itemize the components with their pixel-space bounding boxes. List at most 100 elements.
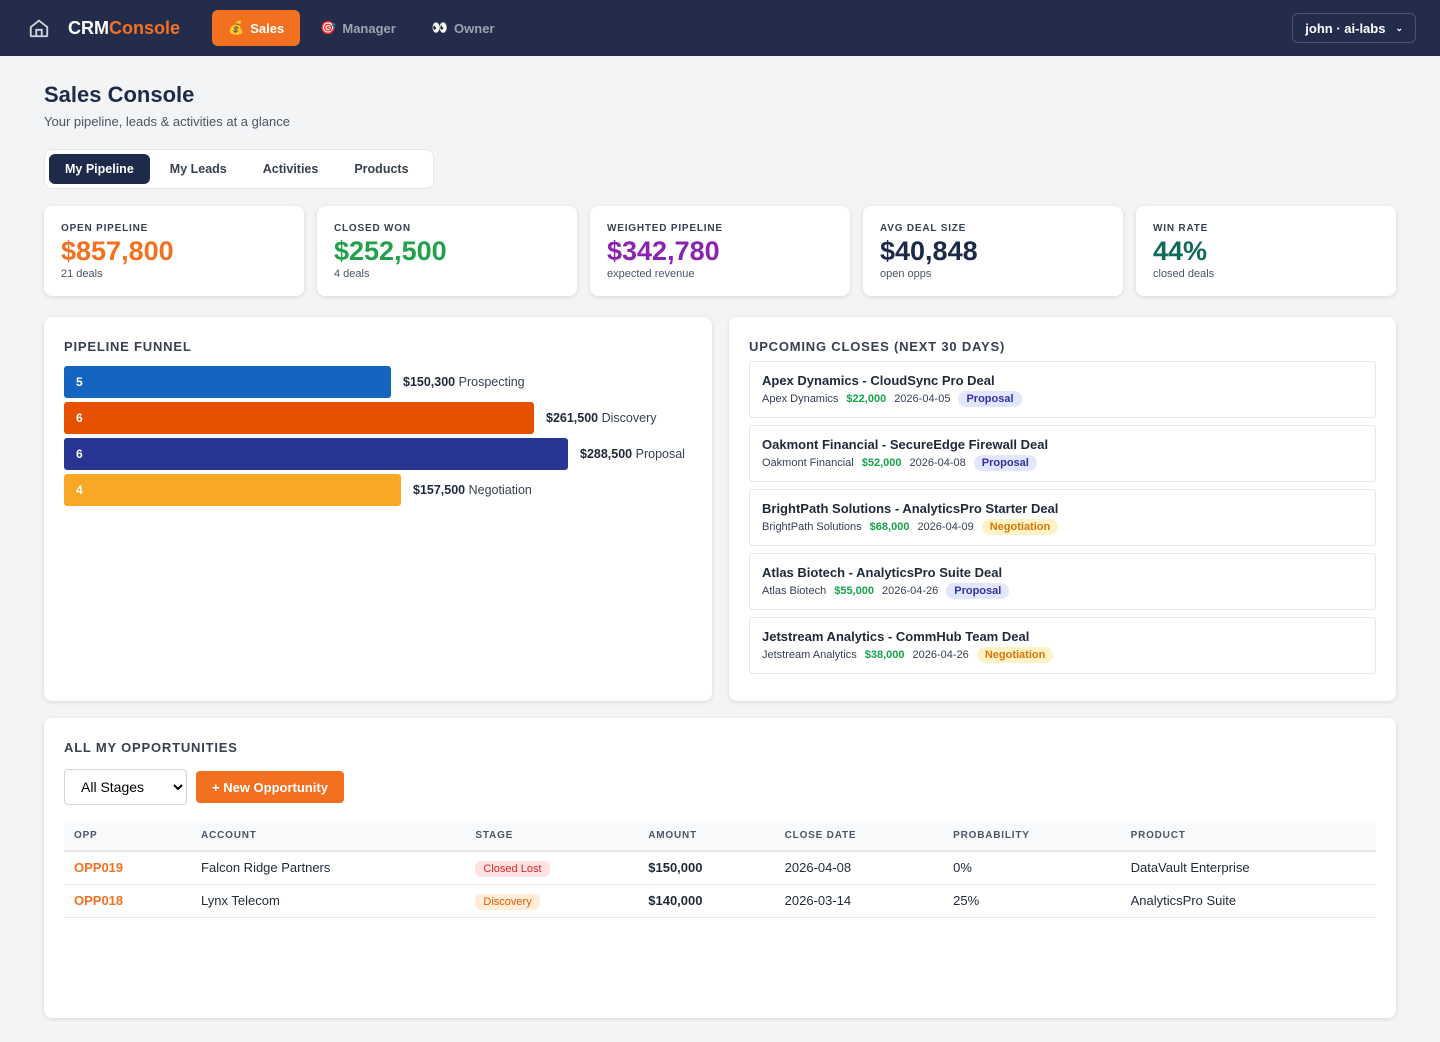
nav-sales[interactable]: 💰 Sales (212, 10, 301, 46)
stage-badge: Discovery (475, 894, 540, 910)
deal-amount: $22,000 (846, 393, 887, 405)
deal-date: 2026-04-26 (912, 649, 969, 661)
column-header[interactable]: ACCOUNT (191, 821, 466, 852)
close-date-cell: 2026-03-14 (774, 884, 944, 918)
column-header[interactable]: AMOUNT (638, 821, 775, 852)
home-icon[interactable] (28, 17, 50, 39)
deal-account: BrightPath Solutions (762, 521, 862, 533)
kpi-value: $252,500 (334, 236, 447, 266)
column-header[interactable]: STAGE (465, 821, 639, 852)
kpi-row: OPEN PIPELINE $857,800 21 deals CLOSED WON $… (44, 206, 1396, 296)
deal-item[interactable]: Oakmont Financial - SecureEdge Firewall … (749, 425, 1376, 482)
deal-date: 2026-04-05 (894, 393, 951, 405)
tab-activities[interactable]: Activities (262, 162, 319, 176)
page-subtitle: Your pipeline, leads & activities at a g… (44, 114, 290, 129)
deal-item[interactable]: Jetstream Analytics - CommHub Team Deal J… (749, 617, 1376, 674)
stage-badge: Negotiation (981, 519, 1059, 535)
stage-badge: Proposal (958, 391, 1022, 407)
funnel-amount: $261,500 (546, 411, 599, 425)
kpi-value: $342,780 (607, 236, 720, 266)
chevron-down-icon: ⌄ (1395, 22, 1403, 33)
nav-owner[interactable]: 👀 Owner (431, 20, 495, 36)
nav-manager[interactable]: 🎯 Manager (320, 20, 396, 36)
upcoming-closes-panel: UPCOMING CLOSES (NEXT 30 DAYS) Apex Dyna… (729, 317, 1396, 701)
deal-item[interactable]: BrightPath Solutions - AnalyticsPro Star… (749, 489, 1376, 546)
kpi-value: 44% (1153, 236, 1208, 266)
deal-account: Apex Dynamics (762, 393, 839, 405)
deal-date: 2026-04-09 (917, 521, 974, 533)
column-header[interactable]: PRODUCT (1120, 821, 1376, 852)
opp-id-link[interactable]: OPP018 (64, 884, 192, 918)
deal-account: Oakmont Financial (762, 457, 854, 469)
kpi-subtext: 21 deals (61, 268, 103, 280)
deal-item[interactable]: Apex Dynamics - CloudSync Pro Deal Apex D… (749, 361, 1376, 418)
funnel-bar[interactable]: 6 (64, 402, 534, 434)
column-header[interactable]: CLOSE DATE (774, 821, 944, 852)
user-menu[interactable]: john · ai-labs ⌄ (1292, 13, 1416, 43)
opportunities-title: ALL MY OPPORTUNITIES (64, 740, 238, 755)
close-date-cell: 2026-04-08 (774, 851, 944, 885)
deal-title: Atlas Biotech - AnalyticsPro Suite Deal (762, 565, 1003, 580)
kpi-label: CLOSED WON (334, 223, 411, 234)
funnel-stage: 5 $150,300 Prospecting (64, 366, 692, 398)
column-header[interactable]: PROBABILITY (943, 821, 1121, 852)
stage-filter-select[interactable]: All Stages (64, 769, 187, 805)
funnel-bar[interactable]: 4 (64, 474, 401, 506)
kpi-value: $40,848 (880, 236, 978, 266)
deal-date: 2026-04-26 (881, 585, 939, 597)
funnel-amount: $157,500 (413, 483, 466, 497)
kpi-value: $857,800 (61, 236, 174, 266)
deal-date: 2026-04-08 (909, 457, 966, 469)
funnel-amount: $288,500 (580, 447, 633, 461)
opp-id-link[interactable]: OPP019 (64, 851, 192, 885)
kpi-card: OPEN PIPELINE $857,800 21 deals (44, 206, 304, 296)
upcoming-title: UPCOMING CLOSES (NEXT 30 DAYS) (749, 339, 1006, 354)
kpi-subtext: open opps (880, 268, 932, 280)
deal-title: Oakmont Financial - SecureEdge Firewall … (762, 437, 1049, 452)
deal-item[interactable]: Atlas Biotech - AnalyticsPro Suite Deal A… (749, 553, 1376, 610)
table-row[interactable]: OPP019 Falcon Ridge Partners Closed Lost $1… (64, 851, 1376, 885)
probability-cell: 0% (943, 851, 1121, 885)
stage-badge: Proposal (946, 583, 1010, 599)
funnel-stage-label: Prospecting (458, 375, 525, 389)
kpi-label: OPEN PIPELINE (61, 223, 149, 234)
kpi-label: WIN RATE (1153, 223, 1209, 234)
kpi-subtext: closed deals (1153, 268, 1215, 280)
funnel-title: PIPELINE FUNNEL (64, 339, 192, 354)
kpi-label: WEIGHTED PIPELINE (607, 223, 723, 234)
column-header[interactable]: OPP (64, 821, 192, 852)
deal-amount: $68,000 (869, 521, 910, 533)
kpi-card: WIN RATE 44% closed deals (1136, 206, 1396, 296)
deal-account: Atlas Biotech (762, 585, 827, 597)
top-nav: CRMConsole 💰 Sales 🎯 Manager 👀 Owner john ·… (0, 0, 1440, 56)
deal-title: Jetstream Analytics - CommHub Team Deal (762, 629, 1030, 644)
probability-cell: 25% (943, 884, 1121, 918)
tab-my-leads[interactable]: My Leads (169, 162, 227, 176)
new-opportunity-button[interactable]: + New Opportunity (196, 771, 344, 803)
product-cell: AnalyticsPro Suite (1120, 884, 1376, 918)
stage-badge: Closed Lost (475, 861, 550, 878)
kpi-card: AVG DEAL SIZE $40,848 open opps (863, 206, 1123, 296)
tab-bar: My Pipeline My Leads Activities Products (44, 149, 434, 189)
deal-amount: $38,000 (864, 649, 905, 661)
funnel-bar[interactable]: 5 (64, 366, 391, 398)
deal-amount: $52,000 (861, 457, 902, 469)
account-cell: Falcon Ridge Partners (191, 851, 466, 885)
money-bag-icon: 💰 (228, 20, 245, 35)
opportunities-table: OPP ACCOUNT STAGE AMOUNT CLOSE DATE PROBABILI… (64, 821, 1376, 918)
account-cell: Lynx Telecom (191, 884, 466, 918)
target-icon: 🎯 (320, 20, 337, 35)
kpi-subtext: expected revenue (607, 268, 695, 280)
funnel-stage-label: Discovery (601, 411, 657, 425)
funnel-bar[interactable]: 6 (64, 438, 568, 470)
funnel-stage: 6 $261,500 Discovery (64, 402, 692, 434)
tab-my-pipeline[interactable]: My Pipeline (49, 154, 150, 184)
brand-logo[interactable]: CRMConsole (68, 17, 181, 38)
kpi-label: AVG DEAL SIZE (880, 223, 967, 234)
kpi-subtext: 4 deals (334, 268, 370, 280)
table-row[interactable]: OPP018 Lynx Telecom Discovery $140,000 2026-… (64, 884, 1376, 918)
opportunities-panel: ALL MY OPPORTUNITIES All Stages + New Op… (44, 718, 1396, 1018)
amount-cell: $150,000 (638, 851, 775, 885)
funnel-amount: $150,300 (403, 375, 456, 389)
tab-products[interactable]: Products (354, 162, 409, 176)
